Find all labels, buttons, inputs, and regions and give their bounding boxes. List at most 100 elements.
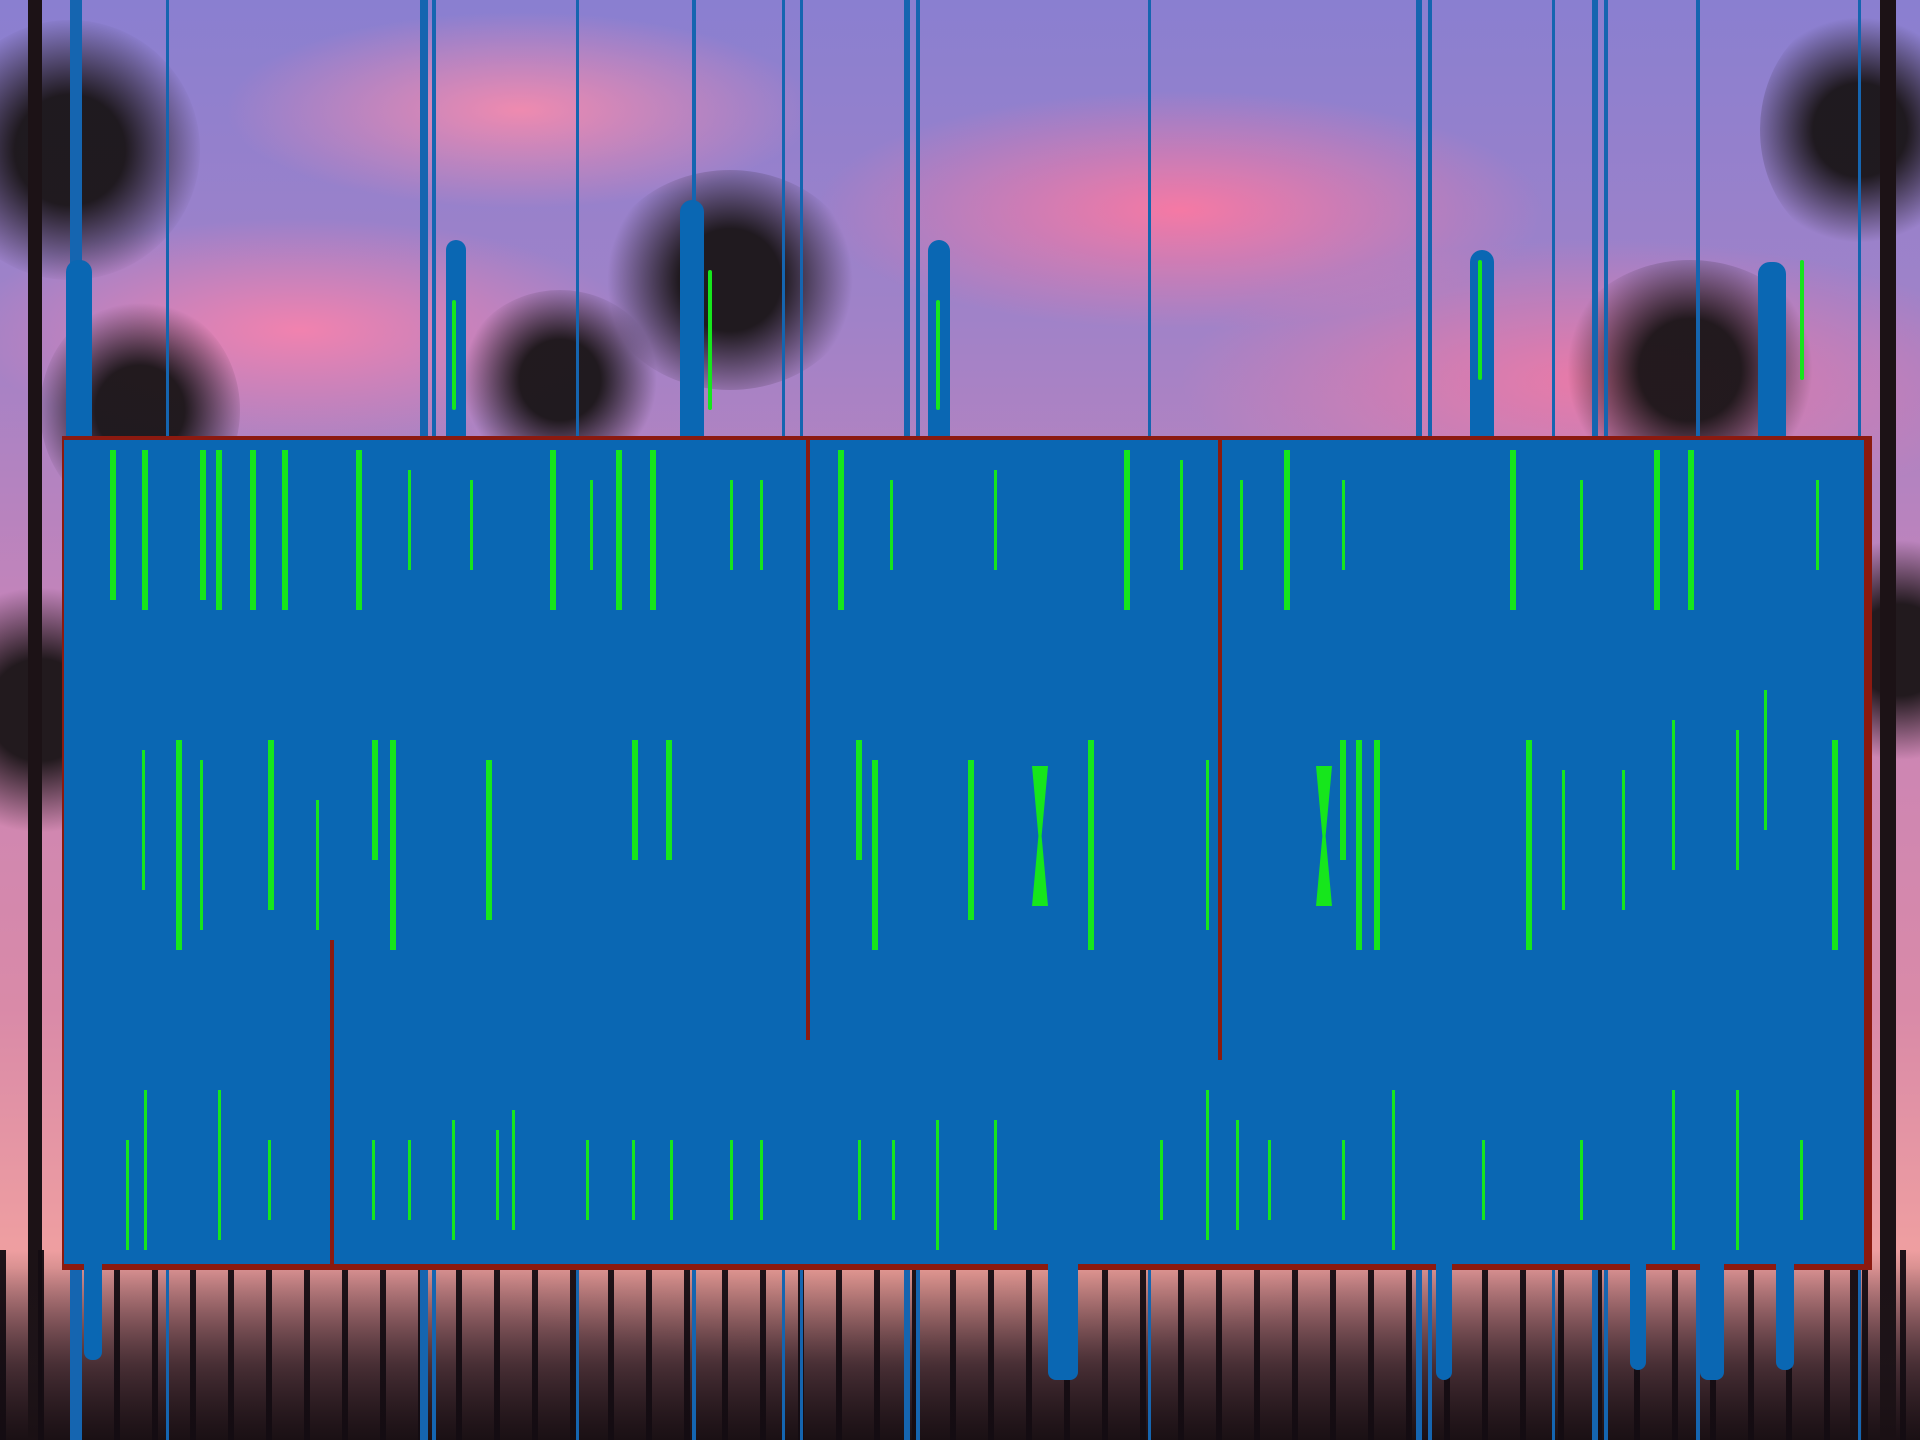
glitch-bar bbox=[268, 1140, 271, 1220]
glitch-spike-highlight bbox=[1800, 260, 1804, 380]
glitch-bar bbox=[730, 480, 733, 570]
glitch-bar bbox=[176, 740, 182, 950]
glitch-bar bbox=[760, 480, 763, 570]
glitch-bar bbox=[994, 470, 997, 570]
glitch-spike bbox=[1470, 250, 1494, 460]
glitch-bar bbox=[550, 450, 556, 610]
glitch-bar bbox=[1392, 1090, 1395, 1250]
glitch-bar bbox=[1268, 1140, 1271, 1220]
glitch-bar bbox=[142, 750, 145, 890]
glitch-bar bbox=[1374, 740, 1380, 950]
glitch-spike bbox=[446, 240, 466, 460]
glitch-bar bbox=[356, 450, 362, 610]
glitch-spike bbox=[680, 200, 704, 460]
glitch-spike bbox=[1758, 262, 1786, 462]
glitch-bar bbox=[1206, 760, 1209, 930]
glitch-bar bbox=[1236, 1120, 1239, 1230]
glitch-bar bbox=[470, 480, 473, 570]
glitch-bow bbox=[1032, 766, 1048, 906]
glitch-bar bbox=[1510, 450, 1516, 610]
glitch-bar bbox=[632, 740, 638, 860]
glitch-spike bbox=[66, 260, 92, 460]
glitch-bar bbox=[760, 1140, 763, 1220]
glitch-spike-highlight bbox=[452, 300, 456, 410]
glitch-bar bbox=[838, 450, 844, 610]
glitch-bar bbox=[1672, 1090, 1675, 1250]
glitch-bar bbox=[496, 1130, 499, 1220]
glitch-bar bbox=[372, 1140, 375, 1220]
glitch-bar bbox=[1736, 730, 1739, 870]
glitch-bar bbox=[512, 1110, 515, 1230]
glitch-bar bbox=[408, 470, 411, 570]
panel-divider bbox=[806, 440, 810, 1040]
pine-trunk bbox=[1880, 0, 1896, 1440]
forest-silhouette bbox=[0, 1250, 1920, 1440]
glitch-bar bbox=[1342, 480, 1345, 570]
glitch-bar bbox=[586, 1140, 589, 1220]
glitch-bar bbox=[1124, 450, 1130, 610]
glitch-bow bbox=[1316, 766, 1332, 906]
glitch-bar bbox=[650, 450, 656, 610]
glitch-bar bbox=[200, 450, 206, 600]
pine-trunk bbox=[28, 0, 42, 1440]
glitch-bar bbox=[216, 450, 222, 610]
glitch-bar bbox=[1764, 690, 1767, 830]
glitch-bar bbox=[1342, 1140, 1345, 1220]
glitch-drip bbox=[1700, 1260, 1724, 1380]
glitch-bar bbox=[200, 760, 203, 930]
glitch-bar bbox=[858, 1140, 861, 1220]
panel-divider bbox=[1218, 440, 1222, 1060]
glitch-drip bbox=[1630, 1260, 1646, 1370]
glitch-bar bbox=[282, 450, 288, 610]
glitch-bar bbox=[1240, 480, 1243, 570]
glitch-bar bbox=[218, 1090, 221, 1240]
glitch-bar bbox=[408, 1140, 411, 1220]
glitch-bar bbox=[1526, 740, 1532, 950]
glitch-bar bbox=[1654, 450, 1660, 610]
panel-divider bbox=[330, 940, 334, 1270]
glitch-bar bbox=[316, 800, 319, 930]
glitch-bar bbox=[1736, 1090, 1739, 1250]
glitch-bar bbox=[452, 1120, 455, 1240]
glitch-bar bbox=[1816, 480, 1819, 570]
glitch-drip bbox=[1048, 1260, 1078, 1380]
glitch-bar bbox=[1688, 450, 1694, 610]
glitch-bar bbox=[126, 1140, 129, 1250]
glitch-bar bbox=[142, 450, 148, 610]
glitch-bar bbox=[268, 740, 274, 910]
glitch-bar bbox=[1562, 770, 1565, 910]
glitch-bar bbox=[1180, 460, 1183, 570]
glitch-bar bbox=[1672, 720, 1675, 870]
glitch-bar bbox=[1580, 480, 1583, 570]
glitch-bar bbox=[590, 480, 593, 570]
glitch-bar bbox=[616, 450, 622, 610]
glitch-bar bbox=[670, 1140, 673, 1220]
glitch-bar bbox=[1160, 1140, 1163, 1220]
glitch-drip bbox=[1776, 1260, 1794, 1370]
glitch-bar bbox=[1482, 1140, 1485, 1220]
glitch-drip bbox=[84, 1260, 102, 1360]
glitch-spike-highlight bbox=[708, 270, 712, 410]
glitch-bar bbox=[390, 740, 396, 950]
glitch-bar bbox=[1356, 740, 1362, 950]
glitch-bar bbox=[144, 1090, 147, 1250]
glitch-bar bbox=[856, 740, 862, 860]
glitch-bar bbox=[486, 760, 492, 920]
glitch-bar bbox=[1206, 1090, 1209, 1240]
glitch-spike-highlight bbox=[936, 300, 940, 410]
glitch-bar bbox=[1580, 1140, 1583, 1220]
glitch-bar bbox=[968, 760, 974, 920]
glitch-bar bbox=[666, 740, 672, 860]
glitch-bar bbox=[1284, 450, 1290, 610]
glitch-bar bbox=[936, 1120, 939, 1250]
glitch-bar bbox=[1340, 740, 1346, 860]
glitch-bar bbox=[994, 1120, 997, 1230]
glitch-bar bbox=[890, 480, 893, 570]
glitch-bar bbox=[372, 740, 378, 860]
glitch-spike-highlight bbox=[1478, 260, 1482, 380]
glitch-panel bbox=[64, 440, 1864, 1264]
glitch-bar bbox=[892, 1140, 895, 1220]
glitch-drip bbox=[1436, 1260, 1452, 1380]
glitch-bar bbox=[632, 1140, 635, 1220]
